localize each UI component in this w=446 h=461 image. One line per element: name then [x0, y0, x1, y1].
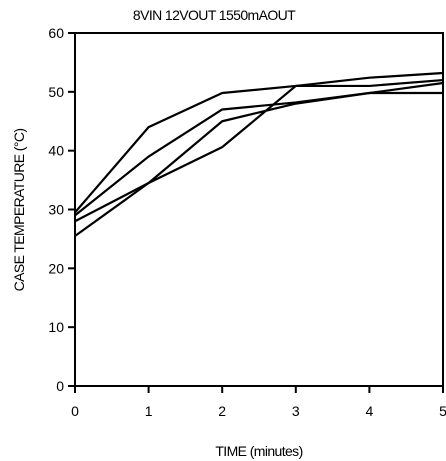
x-tick-label: 2: [218, 403, 226, 419]
series-line-1: [74, 78, 444, 214]
series-line-3: [74, 81, 444, 223]
x-tick-label: 5: [439, 403, 446, 419]
x-ticks: [74, 386, 444, 393]
y-tick-label: 60: [48, 25, 64, 41]
y-tick-labels: 0 10 20 30 40 50 60: [48, 25, 64, 394]
x-tick-label: 3: [292, 403, 300, 419]
y-tick-label: 30: [48, 202, 64, 218]
y-tick-label: 0: [56, 378, 64, 394]
y-tick-label: 50: [48, 84, 64, 100]
y-tick-label: 20: [48, 260, 64, 276]
plot-frame: [74, 32, 444, 387]
series-lines: [74, 71, 444, 237]
x-tick-labels: 0 1 2 3 4 5: [71, 403, 446, 419]
x-tick-label: 0: [71, 403, 79, 419]
y-ticks: [68, 32, 75, 387]
y-axis-title: CASE TEMPERATURE (°C): [11, 129, 27, 292]
y-tick-label: 40: [48, 143, 64, 159]
y-tick-label: 10: [48, 319, 64, 335]
x-tick-label: 1: [145, 403, 153, 419]
chart-title: 8VIN 12VOUT 1550mAOUT: [133, 7, 296, 23]
x-axis-title: TIME (minutes): [215, 443, 302, 459]
series-line-4: [74, 71, 444, 237]
series-line-2: [74, 91, 443, 217]
x-tick-label: 4: [366, 403, 374, 419]
